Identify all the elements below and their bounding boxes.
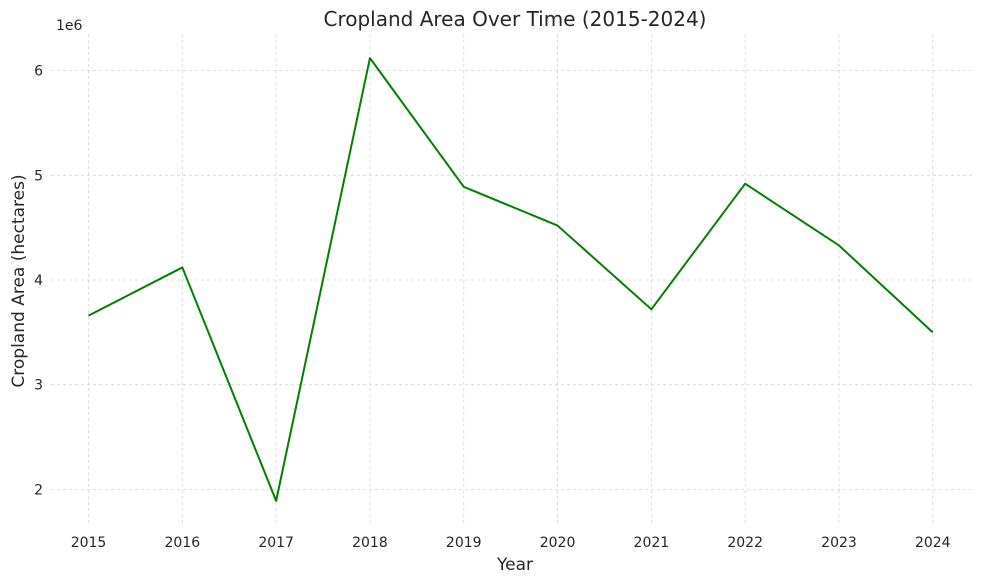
x-tick-label: 2018 [352,535,388,551]
y-tick-label: 4 [34,273,43,289]
x-tick-label: 2020 [540,535,576,551]
y-grid [51,70,975,490]
x-tick-label: 2015 [71,535,107,551]
y-axis-label: Cropland Area (hectares) [9,174,29,387]
x-tick-label: 2022 [727,535,763,551]
x-tick-label: 2024 [915,535,951,551]
y-tick-label: 5 [34,168,43,184]
y-tick-labels: 2 3 4 5 6 [34,64,43,499]
x-tick-label: 2021 [634,535,670,551]
y-offset-label: 1e6 [56,18,83,34]
x-tick-labels: 2015 2016 2017 2018 2019 2020 2021 2022 2023 2024 [71,535,951,551]
y-tick-label: 2 [34,482,43,498]
x-tick-label: 2023 [821,535,857,551]
x-tick-label: 2019 [446,535,482,551]
series-line [88,57,934,502]
chart-title: Cropland Area Over Time (2015-2024) [324,7,707,31]
series-layer [88,57,934,502]
y-tick-label: 6 [34,64,43,80]
x-tick-label: 2016 [165,535,201,551]
y-tick-label: 3 [34,378,43,394]
x-tick-label: 2017 [258,535,294,551]
x-axis-label: Year [496,555,533,575]
